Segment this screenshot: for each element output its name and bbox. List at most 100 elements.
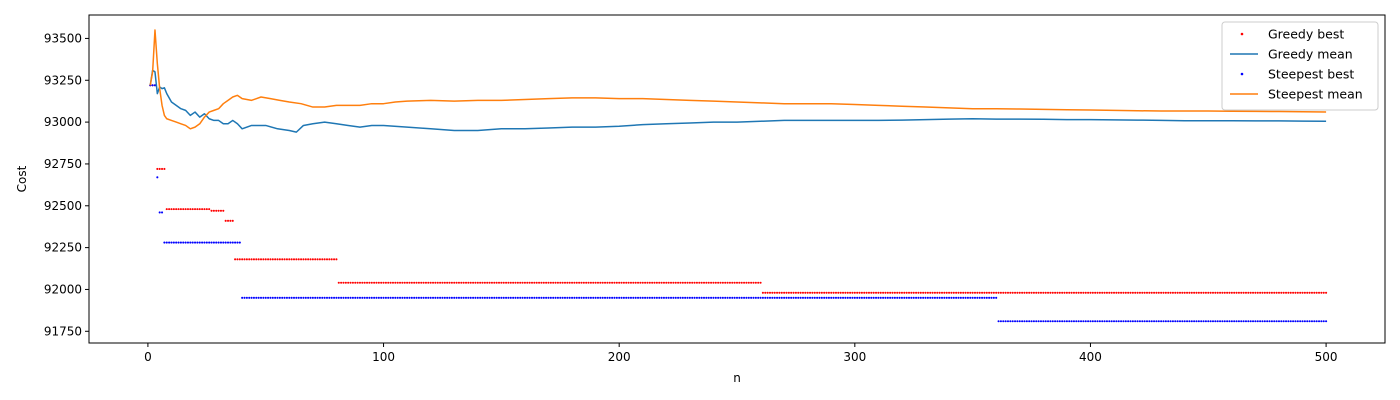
data-point bbox=[1070, 291, 1073, 294]
data-point bbox=[684, 296, 687, 299]
data-point bbox=[1065, 320, 1068, 323]
data-point bbox=[368, 296, 371, 299]
data-point bbox=[665, 296, 668, 299]
data-point bbox=[505, 296, 508, 299]
data-point bbox=[653, 296, 656, 299]
plot-area bbox=[88, 14, 1386, 344]
data-point bbox=[900, 291, 903, 294]
data-point bbox=[1249, 291, 1252, 294]
data-point bbox=[398, 296, 402, 299]
data-point bbox=[1183, 291, 1186, 294]
data-point bbox=[860, 291, 863, 294]
data-point bbox=[1037, 320, 1040, 323]
data-point bbox=[533, 296, 536, 299]
data-point bbox=[997, 320, 1000, 323]
data-point bbox=[797, 296, 800, 299]
data-point bbox=[702, 296, 706, 299]
data-point bbox=[514, 281, 517, 284]
data-point bbox=[1273, 320, 1276, 323]
data-point bbox=[354, 296, 357, 299]
data-point bbox=[516, 281, 519, 284]
data-point bbox=[401, 296, 404, 299]
data-point bbox=[1105, 320, 1108, 323]
data-point bbox=[1308, 291, 1311, 294]
data-point bbox=[1308, 320, 1311, 323]
data-point bbox=[1039, 291, 1043, 294]
y-tick-label: 92000 bbox=[44, 282, 82, 296]
data-point bbox=[1101, 320, 1104, 323]
data-point bbox=[1249, 320, 1252, 323]
data-point bbox=[1266, 320, 1269, 323]
data-point bbox=[457, 281, 460, 284]
data-point bbox=[853, 296, 856, 299]
data-point bbox=[476, 296, 479, 299]
data-point bbox=[1025, 320, 1028, 323]
data-point bbox=[578, 281, 581, 284]
data-point bbox=[1103, 320, 1106, 323]
data-point bbox=[717, 281, 720, 284]
data-point bbox=[1098, 291, 1101, 294]
data-point bbox=[420, 296, 423, 299]
data-point bbox=[1259, 291, 1262, 294]
data-point bbox=[724, 296, 727, 299]
data-point bbox=[811, 291, 814, 294]
data-point bbox=[151, 84, 154, 87]
data-point bbox=[1009, 320, 1012, 323]
data-point bbox=[860, 296, 863, 299]
data-point bbox=[863, 291, 866, 294]
data-point bbox=[910, 296, 913, 299]
data-point bbox=[1235, 320, 1238, 323]
data-point bbox=[1219, 320, 1222, 323]
data-point bbox=[608, 281, 611, 284]
scatter-layer bbox=[149, 84, 1328, 323]
data-point bbox=[827, 291, 830, 294]
data-point bbox=[191, 241, 194, 244]
data-point bbox=[768, 291, 772, 294]
data-point bbox=[1160, 291, 1163, 294]
data-point bbox=[160, 211, 164, 214]
data-point bbox=[658, 281, 661, 284]
data-point bbox=[1254, 320, 1257, 323]
data-point bbox=[384, 296, 387, 299]
x-axis: 0 100 200 300 400 500 bbox=[144, 343, 1338, 364]
data-point bbox=[323, 296, 326, 299]
data-point bbox=[900, 296, 903, 299]
data-point bbox=[728, 281, 731, 284]
data-point bbox=[443, 281, 446, 284]
data-point bbox=[882, 291, 885, 294]
data-point bbox=[571, 281, 574, 284]
data-point bbox=[483, 281, 486, 284]
data-point bbox=[1186, 291, 1189, 294]
data-point bbox=[1275, 291, 1278, 294]
data-point bbox=[844, 296, 847, 299]
data-point bbox=[429, 281, 432, 284]
data-point bbox=[267, 296, 270, 299]
data-point bbox=[1178, 320, 1182, 323]
data-point bbox=[816, 296, 819, 299]
data-point bbox=[212, 209, 215, 212]
data-point bbox=[599, 296, 602, 299]
y-tick-label: 92250 bbox=[44, 241, 82, 255]
data-point bbox=[992, 296, 995, 299]
legend-marker bbox=[1240, 32, 1244, 36]
data-point bbox=[382, 281, 385, 284]
data-point bbox=[497, 296, 501, 299]
data-point bbox=[1117, 291, 1120, 294]
data-point bbox=[1190, 291, 1193, 294]
series-steepest-best bbox=[149, 84, 1328, 323]
data-point bbox=[780, 291, 783, 294]
data-point bbox=[269, 296, 272, 299]
data-point bbox=[938, 296, 941, 299]
data-point bbox=[500, 281, 503, 284]
data-point bbox=[408, 296, 411, 299]
data-point bbox=[547, 281, 550, 284]
data-point bbox=[731, 281, 734, 284]
data-point bbox=[962, 296, 965, 299]
data-point bbox=[712, 296, 715, 299]
data-point bbox=[540, 296, 543, 299]
data-point bbox=[813, 291, 816, 294]
data-point bbox=[1091, 320, 1094, 323]
data-point bbox=[1141, 320, 1144, 323]
data-point bbox=[1157, 291, 1160, 294]
data-point bbox=[519, 296, 522, 299]
